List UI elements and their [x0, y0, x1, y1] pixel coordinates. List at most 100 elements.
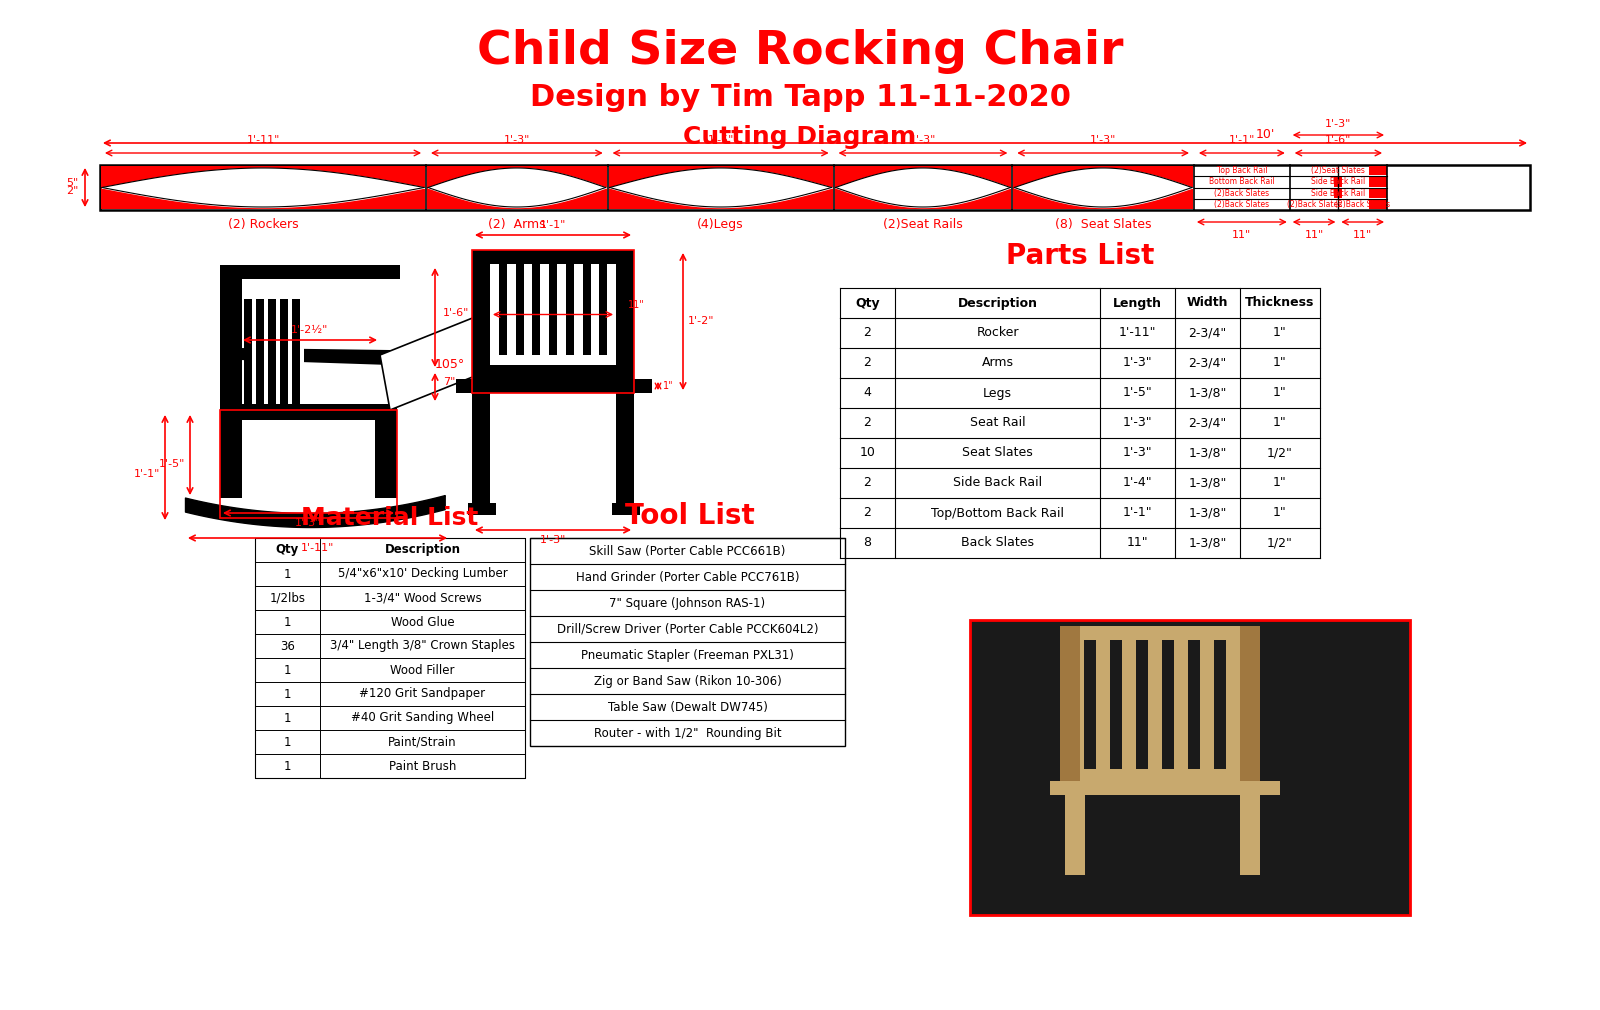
Text: 1: 1	[283, 664, 291, 677]
Text: 1: 1	[283, 688, 291, 701]
Text: 5": 5"	[66, 179, 78, 189]
Bar	[472, 250, 490, 379]
Text: 8: 8	[864, 536, 872, 549]
Text: 1'-2½": 1'-2½"	[291, 325, 328, 335]
Text: Wood Glue: Wood Glue	[390, 615, 454, 628]
Text: Table Saw (Dewalt DW745): Table Saw (Dewalt DW745)	[608, 701, 768, 713]
Bar	[467, 503, 496, 515]
Text: Thickness: Thickness	[1245, 297, 1315, 309]
Text: 1-3/8": 1-3/8"	[1189, 387, 1227, 400]
Text: Top/Bottom Back Rail: Top/Bottom Back Rail	[931, 506, 1064, 519]
Text: (4)Legs: (4)Legs	[698, 218, 744, 231]
Bar	[472, 250, 634, 393]
Text: (2)  Arms: (2) Arms	[488, 218, 546, 231]
Bar	[243, 299, 304, 404]
Bar	[374, 412, 397, 498]
Text: Length: Length	[1114, 297, 1162, 309]
Text: 1'-1": 1'-1"	[1123, 506, 1152, 519]
Text: 11": 11"	[1232, 230, 1251, 240]
Text: 11": 11"	[627, 300, 645, 309]
Text: 5/4"x6"x10' Decking Lumber: 5/4"x6"x10' Decking Lumber	[338, 568, 507, 581]
Text: Child Size Rocking Chair: Child Size Rocking Chair	[477, 29, 1123, 75]
Bar	[472, 393, 490, 503]
Bar	[582, 264, 590, 355]
Text: 1'-11": 1'-11"	[301, 543, 334, 553]
Text: Seat Rail: Seat Rail	[970, 416, 1026, 429]
Bar	[1370, 200, 1387, 209]
Text: Parts List: Parts List	[1006, 242, 1154, 270]
Text: 7" Square (Johnson RAS-1): 7" Square (Johnson RAS-1)	[610, 597, 765, 609]
Text: 1'-1": 1'-1"	[539, 220, 566, 230]
Text: 4: 4	[864, 387, 872, 400]
Text: 1": 1"	[1274, 477, 1286, 490]
Bar	[566, 264, 574, 355]
Text: Seat Slates: Seat Slates	[962, 446, 1034, 460]
Bar	[1096, 636, 1110, 781]
Text: (2) Rockers: (2) Rockers	[227, 218, 298, 231]
Text: 36: 36	[280, 639, 294, 652]
Bar	[549, 264, 557, 355]
Bar	[1261, 781, 1280, 795]
Bar	[1370, 177, 1387, 187]
Bar	[499, 264, 507, 355]
Text: 1'-11": 1'-11"	[1118, 326, 1157, 339]
Bar	[835, 166, 1011, 209]
Text: 1'-11": 1'-11"	[246, 135, 280, 145]
Text: 1: 1	[283, 711, 291, 724]
Text: 2": 2"	[66, 187, 78, 197]
Text: Rocker: Rocker	[976, 326, 1019, 339]
Text: Zig or Band Saw (Rikon 10-306): Zig or Band Saw (Rikon 10-306)	[594, 675, 781, 688]
Text: 1'-3": 1'-3"	[1123, 446, 1152, 460]
Bar	[634, 379, 653, 393]
Text: Top Back Rail: Top Back Rail	[1216, 166, 1267, 175]
Text: 1-3/8": 1-3/8"	[1189, 506, 1227, 519]
Text: Arms: Arms	[981, 357, 1013, 370]
Text: Paint/Strain: Paint/Strain	[389, 735, 458, 748]
Text: Wood Filler: Wood Filler	[390, 664, 454, 677]
Text: (2)Back Slates: (2)Back Slates	[1286, 200, 1342, 209]
Text: (2)Seat Rails: (2)Seat Rails	[883, 218, 963, 231]
Text: Tool List: Tool List	[626, 502, 755, 530]
Bar	[269, 299, 277, 404]
Text: 1": 1"	[1274, 357, 1286, 370]
Text: 1/2": 1/2"	[1267, 446, 1293, 460]
Text: 1'-6": 1'-6"	[443, 307, 469, 317]
Text: #40 Grit Sanding Wheel: #40 Grit Sanding Wheel	[350, 711, 494, 724]
Bar	[221, 404, 397, 420]
Bar	[254, 538, 525, 778]
Text: 2: 2	[864, 357, 872, 370]
Text: 2-3/4": 2-3/4"	[1189, 416, 1227, 429]
Bar	[291, 299, 301, 404]
Bar	[1334, 189, 1342, 198]
Text: Drill/Screw Driver (Porter Cable PCCK604L2): Drill/Screw Driver (Porter Cable PCCK604…	[557, 622, 818, 635]
Bar	[608, 166, 832, 209]
Bar	[1070, 636, 1085, 781]
Text: 1: 1	[283, 760, 291, 773]
Text: 1'-5": 1'-5"	[1123, 387, 1152, 400]
Bar	[1050, 781, 1070, 795]
Text: 1'-6": 1'-6"	[1325, 135, 1352, 145]
Text: 1/2": 1/2"	[1267, 536, 1293, 549]
Bar	[427, 166, 606, 209]
Bar	[472, 379, 634, 393]
Bar	[1059, 626, 1080, 781]
Bar	[269, 299, 277, 404]
Text: 1'-2": 1'-2"	[688, 316, 715, 326]
Bar	[1226, 636, 1240, 781]
Text: Paint Brush: Paint Brush	[389, 760, 456, 773]
Bar	[1240, 626, 1261, 781]
Bar	[472, 250, 634, 264]
Text: 2: 2	[864, 506, 872, 519]
Bar	[1066, 793, 1085, 875]
Bar	[256, 299, 264, 404]
Text: 1-3/8": 1-3/8"	[1189, 477, 1227, 490]
Text: 1'-3": 1'-3"	[504, 135, 530, 145]
Text: 1'-4": 1'-4"	[1123, 477, 1152, 490]
Bar	[533, 264, 541, 355]
Text: (2)Seat Slates: (2)Seat Slates	[1312, 166, 1365, 175]
Text: 1'-3": 1'-3"	[296, 518, 322, 528]
Bar	[291, 299, 301, 404]
Bar	[456, 379, 474, 393]
Text: Pneumatic Stapler (Freeman PXL31): Pneumatic Stapler (Freeman PXL31)	[581, 648, 794, 662]
Text: 1'-3": 1'-3"	[1325, 119, 1352, 129]
